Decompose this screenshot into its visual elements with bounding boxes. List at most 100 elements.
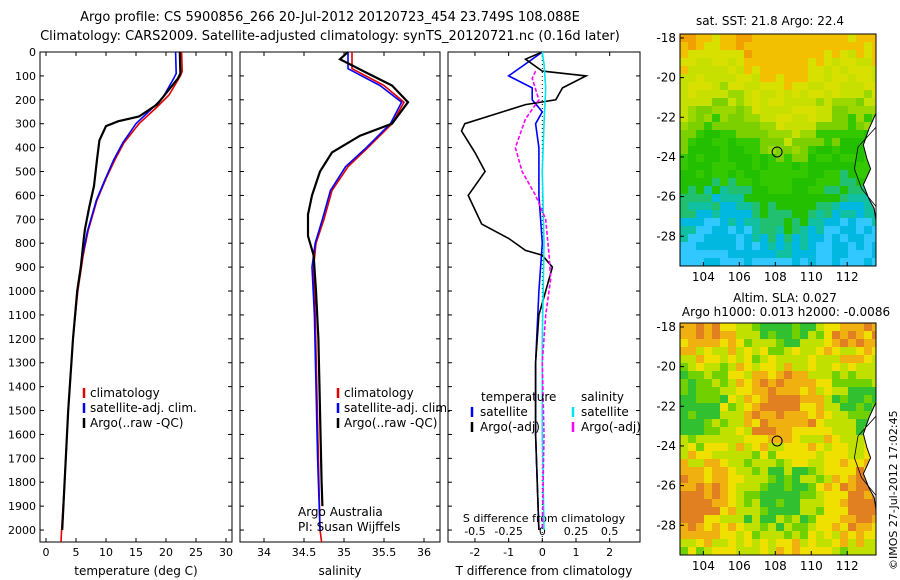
sst-map-cell — [832, 170, 840, 178]
sla-map-cell — [760, 491, 768, 499]
sla-map-cell — [712, 331, 720, 339]
sla-map-cell — [752, 451, 760, 459]
sst-map-cell — [824, 162, 832, 170]
sla-map-cell — [736, 379, 744, 387]
sla-map-cell — [768, 363, 776, 371]
sst-map-cell — [824, 74, 832, 82]
sla-map-cell — [712, 411, 720, 419]
sla-map-cell — [856, 475, 864, 483]
sla-map-cell — [856, 467, 864, 475]
sst-map-cell — [696, 130, 704, 138]
sla-map-cell — [864, 331, 872, 339]
sst-map-cell — [760, 34, 768, 42]
sst-map-cell — [824, 98, 832, 106]
sla-map-cell — [752, 459, 760, 467]
temperature-plot-frame — [39, 51, 233, 543]
sla-map-cell — [712, 523, 720, 531]
difference-legend-header-salinity: salinity — [581, 390, 624, 404]
sst-map-cell — [848, 138, 856, 146]
sla-map-cell — [848, 411, 856, 419]
sst-map-cell — [720, 202, 728, 210]
sla-map-cell — [680, 539, 688, 547]
sst-map-cell — [840, 258, 848, 266]
sla-map-cell — [752, 419, 760, 427]
sla-map-cell — [712, 483, 720, 491]
salinity-legend-label: climatology — [344, 386, 414, 400]
sst-map-cell — [744, 34, 752, 42]
sst-map-cell — [776, 202, 784, 210]
sla-map-cell — [680, 403, 688, 411]
sla-map-cell — [680, 523, 688, 531]
sla-map-cell — [744, 539, 752, 547]
sst-map-cell — [848, 114, 856, 122]
sla-map-cell — [824, 443, 832, 451]
sst-map-cell — [744, 50, 752, 58]
sla-map-cell — [808, 459, 816, 467]
sst-map-cell — [872, 58, 876, 66]
sst-map-cell — [864, 210, 872, 218]
sla-map-cell — [800, 347, 808, 355]
sla-map-cell — [704, 379, 712, 387]
sst-map-cell — [768, 34, 776, 42]
sla-map-cell — [696, 395, 704, 403]
depth-tick-label: 1300 — [8, 357, 36, 370]
sst-map-cell — [832, 194, 840, 202]
imos-stamp-text: ©IMOS 27-Jul-2012 17:02:45 — [887, 410, 900, 570]
sst-map-cell — [816, 98, 824, 106]
sst-map-cell — [848, 66, 856, 74]
sst-map-cell — [784, 178, 792, 186]
sst-map-cell — [832, 66, 840, 74]
sst-map-cell — [720, 50, 728, 58]
salinity-xtick-label: 34.5 — [292, 546, 317, 559]
sla-map-cell — [776, 515, 784, 523]
sla-map-cell — [696, 347, 704, 355]
sla-map-cell — [832, 539, 840, 547]
sla-map-ytick-label: -22 — [656, 399, 676, 413]
sla-map-cell — [800, 411, 808, 419]
sst-map-cell — [744, 242, 752, 250]
sst-map-cell — [736, 122, 744, 130]
sla-map-cell — [704, 483, 712, 491]
sst-map-cell — [688, 170, 696, 178]
sla-map-cell — [840, 419, 848, 427]
temperature-xtick-label: 20 — [159, 546, 173, 559]
sla-map-cell — [744, 379, 752, 387]
sla-map-cell — [832, 347, 840, 355]
sst-map-cell — [728, 226, 736, 234]
sla-map-cell — [824, 483, 832, 491]
sla-map-cell — [864, 411, 872, 419]
depth-tick-label: 800 — [15, 237, 36, 250]
sla-map-xtick-label: 110 — [800, 559, 823, 573]
sst-map-cell — [752, 82, 760, 90]
salinity-diff-tick-label: -0.25 — [494, 525, 522, 538]
sst-map-cell — [776, 258, 784, 266]
sst-map-cell — [816, 130, 824, 138]
sst-map-coastline — [862, 113, 877, 221]
sst-map-cell — [824, 34, 832, 42]
sla-map-cell — [824, 371, 832, 379]
sst-map-xtick-label: 110 — [800, 270, 823, 284]
sst-map-cell — [680, 114, 688, 122]
sst-map-cell — [720, 234, 728, 242]
sla-map-cell — [704, 523, 712, 531]
sst-map-cell — [800, 50, 808, 58]
sla-map-cell — [704, 411, 712, 419]
sla-map-cell — [792, 403, 800, 411]
sla-map-cell — [752, 443, 760, 451]
sst-map-cell — [800, 98, 808, 106]
sst-map-cell — [680, 106, 688, 114]
sst-map-cell — [840, 34, 848, 42]
sla-map-cell — [752, 507, 760, 515]
sla-map-cell — [688, 539, 696, 547]
sla-map-cell — [792, 547, 800, 555]
sst-map-cell — [688, 90, 696, 98]
sst-map-cell — [728, 74, 736, 82]
sst-map-cell — [864, 242, 872, 250]
sst-map-cell — [696, 210, 704, 218]
sst-map-cell — [712, 162, 720, 170]
sst-map-cell — [816, 218, 824, 226]
sla-map-cell — [824, 379, 832, 387]
sst-map-cell — [704, 106, 712, 114]
sla-map-cell — [704, 443, 712, 451]
sla-map-cell — [848, 515, 856, 523]
